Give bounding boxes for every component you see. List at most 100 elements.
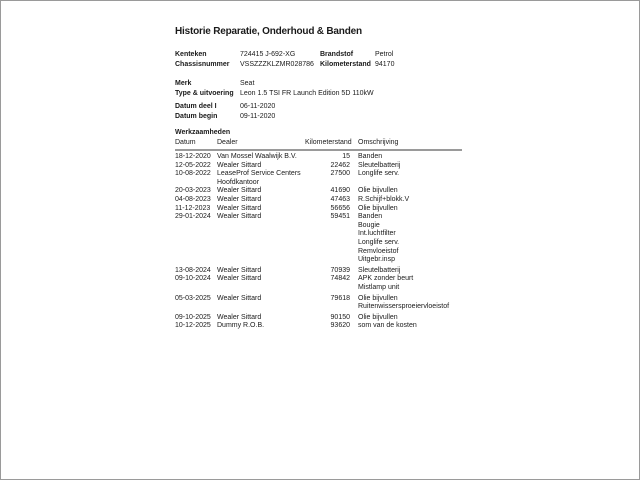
cell-kilometerstand: 47463: [330, 195, 350, 203]
merk-label: Merk: [175, 80, 192, 87]
cell-datum: 12-05-2022: [175, 161, 211, 169]
cell-omschrijving: Banden: [358, 153, 383, 160]
cell-gap: [350, 213, 358, 222]
table-row: 29-01-2024 Wealer Sittard 59451 Banden Bougi…: [175, 213, 467, 265]
cell-dealer: Wealer Sittard: [217, 294, 262, 302]
cell-gap: [350, 222, 358, 231]
type-label: Type & uitvoering: [175, 89, 234, 97]
cell-omschrijving: Longlife serv.: [358, 170, 400, 178]
cell-gap: [350, 322, 358, 331]
table-body: 18-12-2020 Van Mossel Waalwijk B.V. 15 Band…: [175, 153, 467, 331]
table-row-line: Mistlamp unit: [175, 284, 467, 293]
vehicle-id-section: Kenteken 724415 J-692-XG Brandstof Petro…: [175, 50, 467, 69]
cell-gap: [350, 187, 358, 196]
chassisnummer-value: VSSZZZKLZMR028786: [240, 60, 314, 68]
table-row: 04-08-2023 Wealer Sittard 47463 R.Schijf+bl…: [175, 196, 467, 205]
cell-kilometerstand: [305, 256, 350, 265]
cell-datum: 09-10-2024: [175, 275, 211, 283]
cell-omschrijving: Sleutelbatterij: [358, 266, 401, 274]
table-row: 13-08-2024 Wealer Sittard 70939 Sleutelbatt…: [175, 267, 467, 276]
merk-row: Merk Seat: [175, 79, 467, 89]
cell-gap: [350, 295, 358, 304]
type-value: Leon 1.5 TSI FR Launch Edition 5D 110kW: [240, 89, 374, 97]
cell-kilometerstand: 56656: [330, 204, 350, 212]
table-row-line: 04-08-2023 Wealer Sittard 47463 R.Schijf+bl…: [175, 196, 467, 205]
cell-dealer: [217, 239, 305, 248]
table-row: 11-12-2023 Wealer Sittard 56656 Olie bijvul…: [175, 205, 467, 214]
cell-datum: [175, 230, 217, 239]
table-row-line: 12-05-2022 Wealer Sittard 22462 Sleutelbatt…: [175, 162, 467, 171]
cell-omschrijving: Remvloeistof: [358, 247, 399, 255]
cell-gap: [350, 230, 358, 239]
cell-kilometerstand: 74842: [330, 275, 350, 283]
cell-gap: [350, 179, 358, 188]
cell-kilometerstand: [305, 248, 350, 257]
kenteken-row: Kenteken 724415 J-692-XG Brandstof Petro…: [175, 50, 467, 60]
cell-datum: [175, 303, 217, 312]
col-header-omschrijving: Omschrijving: [358, 139, 399, 146]
table-row: 12-05-2022 Wealer Sittard 22462 Sleutelbatt…: [175, 162, 467, 171]
table-row-line: Longlife serv.: [175, 239, 467, 248]
cell-omschrijving: [358, 179, 467, 188]
cell-gap: [350, 170, 358, 179]
cell-kilometerstand: 15: [342, 153, 350, 160]
cell-kilometerstand: [305, 239, 350, 248]
chassisnummer-row: Chassisnummer VSSZZZKLZMR028786 Kilomete…: [175, 60, 467, 70]
cell-omschrijving: Mistlamp unit: [358, 283, 400, 291]
cell-gap: [350, 248, 358, 257]
datum-deel1-row: Datum deel I 06-11-2020: [175, 102, 467, 112]
cell-gap: [350, 196, 358, 205]
kenteken-value: 724415 J-692-XG: [240, 51, 296, 58]
cell-omschrijving: Bougie: [358, 221, 380, 229]
cell-dealer: Hoofdkantoor: [217, 178, 260, 186]
cell-datum: [175, 284, 217, 293]
cell-omschrijving: Olie bijvullen: [358, 187, 398, 195]
brandstof-value: Petrol: [375, 51, 394, 58]
cell-kilometerstand: [305, 303, 350, 312]
datum-begin-label: Datum begin: [175, 112, 218, 120]
cell-omschrijving: APK zonder beurt: [358, 275, 414, 283]
col-header-datum: Datum: [175, 139, 196, 146]
cell-omschrijving: Olie bijvullen: [358, 204, 398, 212]
datum-begin-value: 09-11-2020: [240, 112, 276, 120]
cell-omschrijving: Banden: [358, 213, 383, 221]
table-row: 09-10-2025 Wealer Sittard 90150 Olie bijvul…: [175, 314, 467, 323]
col-header-kilometerstand: Kilometerstand: [305, 139, 352, 146]
table-row-line: Uitgebr.insp: [175, 256, 467, 265]
table-row-line: 11-12-2023 Wealer Sittard 56656 Olie bijvul…: [175, 205, 467, 214]
cell-kilometerstand: [305, 230, 350, 239]
cell-gap: [350, 205, 358, 214]
cell-dealer: LeaseProf Service Centers: [217, 170, 301, 178]
cell-gap: [350, 256, 358, 265]
table-row-line: Bougie: [175, 222, 467, 231]
table-row-line: 18-12-2020 Van Mossel Waalwijk B.V. 15 Band…: [175, 153, 467, 162]
vehicle-type-section: Merk Seat Type & uitvoering Leon 1.5 TSI…: [175, 79, 467, 98]
cell-dealer: Wealer Sittard: [217, 275, 262, 283]
cell-dealer: Van Mossel Waalwijk B.V.: [217, 153, 297, 160]
cell-datum: [175, 248, 217, 257]
table-row: 09-10-2024 Wealer Sittard 74842 APK zonder …: [175, 275, 467, 292]
cell-kilometerstand: 41690: [330, 187, 350, 195]
cell-dealer: Dummy R.O.B.: [217, 322, 265, 330]
table-row-line: 13-08-2024 Wealer Sittard 70939 Sleutelbatt…: [175, 267, 467, 276]
cell-omschrijving: som van de kosten: [358, 322, 417, 330]
cell-kilometerstand: 27500: [330, 170, 350, 178]
kilometerstand-value: 94170: [375, 60, 395, 68]
kenteken-label: Kenteken: [175, 51, 207, 58]
report-content: Historie Reparatie, Onderhoud & Banden K…: [175, 26, 467, 331]
table-row-line: Int.luchtfilter: [175, 230, 467, 239]
cell-gap: [350, 284, 358, 293]
table-row: 20-03-2023 Wealer Sittard 41690 Olie bijvul…: [175, 187, 467, 196]
cell-omschrijving: Sleutelbatterij: [358, 161, 401, 169]
table-row-line: 20-03-2023 Wealer Sittard 41690 Olie bijvul…: [175, 187, 467, 196]
datum-deel1-value: 06-11-2020: [240, 103, 276, 110]
cell-datum: 13-08-2024: [175, 266, 211, 274]
kilometerstand-label: Kilometerstand: [320, 60, 371, 68]
brandstof-label: Brandstof: [320, 51, 354, 58]
cell-dealer: Wealer Sittard: [217, 161, 262, 169]
cell-gap: [350, 162, 358, 171]
table-header-rule: [175, 149, 462, 151]
cell-omschrijving: Longlife serv.: [358, 238, 400, 246]
table-row-line: Ruitenwissersproeiervloeistof: [175, 303, 467, 312]
